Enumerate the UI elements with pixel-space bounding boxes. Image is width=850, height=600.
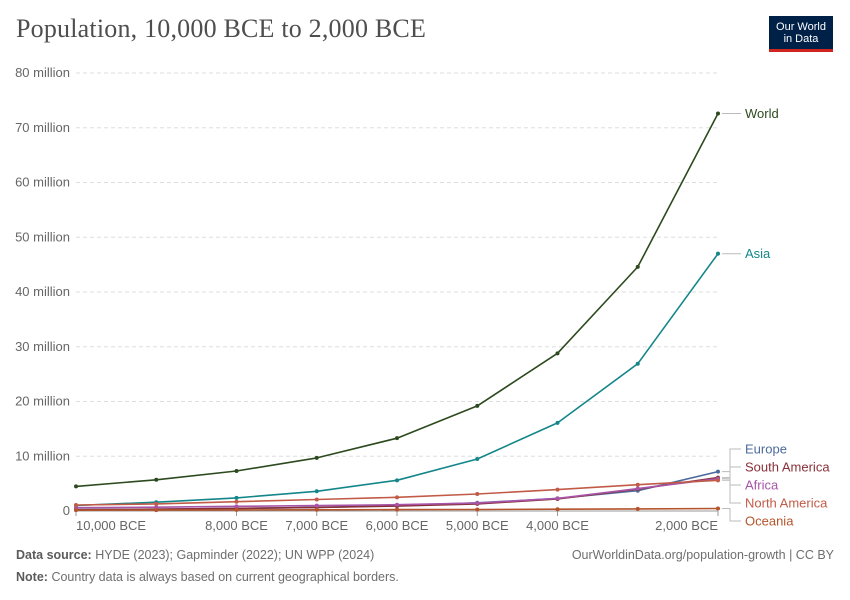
data-point-north-america[interactable] [74, 502, 78, 507]
data-point-world[interactable] [475, 403, 480, 408]
series-labels: World Asia Europe South America Africa North … [722, 106, 830, 529]
data-point-north-america[interactable] [314, 497, 319, 502]
series-lines [74, 111, 720, 513]
data-point-africa[interactable] [154, 505, 159, 510]
y-tick-label: 10 million [15, 448, 70, 463]
data-point-north-america[interactable] [635, 482, 640, 487]
data-point-africa[interactable] [314, 503, 319, 508]
y-tick-label: 40 million [15, 284, 70, 299]
data-point-north-america[interactable] [475, 492, 480, 497]
data-point-oceania[interactable] [475, 507, 480, 512]
series-label-africa[interactable]: Africa [745, 478, 779, 493]
data-point-world[interactable] [74, 484, 78, 489]
data-point-oceania[interactable] [395, 507, 399, 512]
data-point-oceania[interactable] [74, 508, 78, 513]
label-connector-north-america [722, 479, 741, 504]
y-tick-label: 60 million [15, 175, 70, 190]
note-text: Country data is always based on current … [51, 570, 399, 584]
data-point-world[interactable] [154, 477, 159, 482]
data-point-africa[interactable] [555, 496, 560, 501]
line-chart: 0 10 million 20 million 30 million 40 millio… [15, 65, 830, 533]
x-tick-label: 8,000 BCE [205, 518, 268, 533]
y-tick-label: 20 million [15, 394, 70, 409]
label-connector-south-america [722, 466, 741, 479]
data-point-world[interactable] [555, 351, 560, 356]
data-point-oceania[interactable] [154, 508, 159, 513]
y-tick-label: 70 million [15, 120, 70, 135]
data-point-asia[interactable] [314, 489, 319, 494]
y-tick-label: 30 million [15, 339, 70, 354]
data-point-europe[interactable] [716, 469, 720, 474]
x-tick-label: 5,000 BCE [446, 518, 509, 533]
note-label: Note: [16, 570, 48, 584]
series-label-asia[interactable]: Asia [745, 246, 771, 261]
data-point-north-america[interactable] [555, 487, 560, 492]
data-point-oceania[interactable] [314, 507, 319, 512]
data-point-oceania[interactable] [635, 506, 640, 511]
data-point-north-america[interactable] [716, 478, 720, 483]
data-point-asia[interactable] [234, 495, 239, 500]
data-point-africa[interactable] [234, 504, 239, 509]
data-source-text[interactable]: HYDE (2023); Gapminder (2022); UN WPP (2… [95, 548, 375, 562]
data-point-north-america[interactable] [395, 495, 399, 500]
data-point-asia[interactable] [395, 478, 399, 483]
label-connector-africa [722, 478, 741, 486]
series-label-north-america[interactable]: North America [745, 496, 828, 511]
data-point-asia[interactable] [635, 361, 640, 366]
x-tick-label: 10,000 BCE [76, 518, 146, 533]
data-point-africa[interactable] [475, 501, 480, 506]
data-point-world[interactable] [635, 264, 640, 269]
y-tick-label: 80 million [15, 65, 70, 80]
y-axis-ticks: 0 10 million 20 million 30 million 40 millio… [15, 65, 70, 518]
data-point-world[interactable] [314, 455, 319, 460]
series-label-world[interactable]: World [745, 106, 779, 121]
data-point-asia[interactable] [716, 251, 720, 256]
data-source-label: Data source: [16, 548, 92, 562]
data-source: Data source: HYDE (2023); Gapminder (202… [16, 548, 374, 562]
data-point-africa[interactable] [635, 486, 640, 491]
y-tick-label: 50 million [15, 229, 70, 244]
logo-line-2: in Data [783, 33, 819, 45]
x-tick-label: 2,000 BCE [655, 518, 718, 533]
series-label-oceania[interactable]: Oceania [745, 514, 794, 529]
data-point-world[interactable] [234, 469, 239, 474]
x-tick-label: 7,000 BCE [285, 518, 348, 533]
x-axis-ticks: 10,000 BCE 8,000 BCE 7,000 BCE 6,000 BCE 5,0… [75, 511, 719, 533]
label-connector-oceania [722, 508, 741, 522]
x-tick-label: 6,000 BCE [366, 518, 429, 533]
grid-lines [76, 72, 718, 512]
data-point-asia[interactable] [555, 420, 560, 425]
y-tick-label: 0 [63, 503, 70, 518]
chart-title: Population, 10,000 BCE to 2,000 BCE [16, 14, 427, 43]
series-label-europe[interactable]: Europe [745, 442, 787, 457]
data-point-oceania[interactable] [716, 506, 720, 511]
data-point-oceania[interactable] [234, 507, 239, 512]
data-point-oceania[interactable] [555, 507, 560, 512]
x-tick-label: 4,000 BCE [526, 518, 589, 533]
logo-line-1: Our World [776, 21, 826, 33]
owid-logo[interactable]: Our World in Data [769, 16, 833, 52]
chart-note: Note: Country data is always based on cu… [16, 570, 399, 584]
label-connector-europe [722, 448, 741, 473]
data-point-africa[interactable] [395, 502, 399, 507]
series-line-asia[interactable] [75, 253, 719, 507]
data-point-asia[interactable] [475, 456, 480, 461]
series-line-world[interactable] [75, 113, 719, 488]
series-label-south-america[interactable]: South America [745, 460, 830, 475]
data-point-north-america[interactable] [154, 501, 159, 506]
data-point-north-america[interactable] [234, 499, 239, 504]
data-point-world[interactable] [395, 436, 399, 441]
data-point-world[interactable] [716, 111, 720, 116]
source-url[interactable]: OurWorldinData.org/population-growth | C… [571, 548, 834, 562]
